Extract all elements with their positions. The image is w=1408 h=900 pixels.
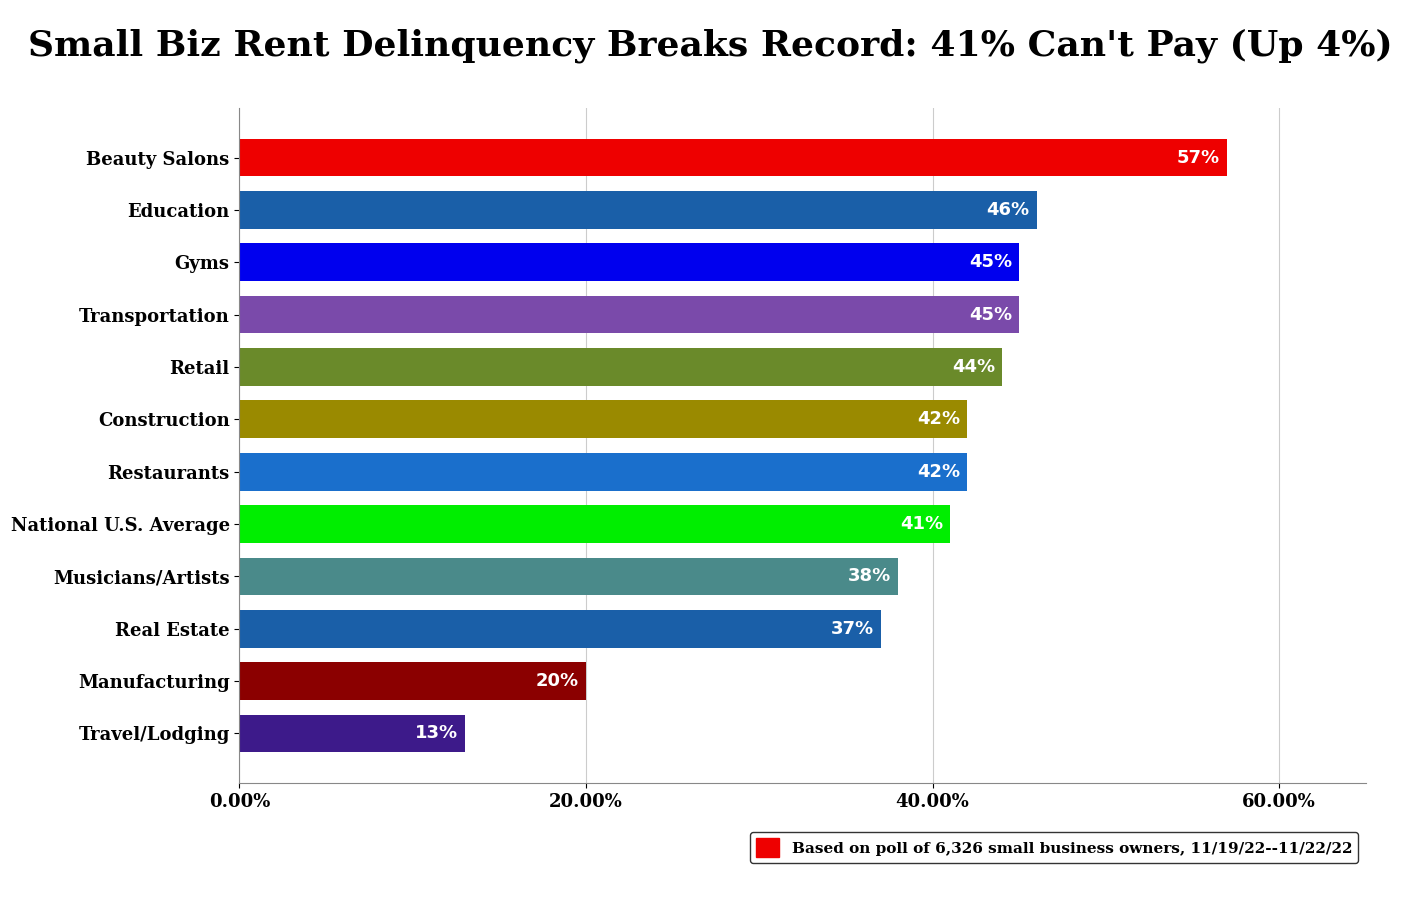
Text: 41%: 41% (900, 515, 943, 533)
Text: 37%: 37% (831, 620, 873, 638)
Text: 44%: 44% (952, 358, 995, 376)
Legend: Based on poll of 6,326 small business owners, 11/19/22--11/22/22: Based on poll of 6,326 small business ow… (750, 832, 1359, 863)
Bar (239, 296, 1019, 334)
Text: 13%: 13% (414, 724, 458, 742)
Text: 57%: 57% (1177, 148, 1221, 166)
Bar (239, 662, 586, 700)
Text: 45%: 45% (969, 253, 1012, 271)
Text: 46%: 46% (987, 201, 1029, 219)
Bar (239, 243, 1019, 281)
Text: 20%: 20% (536, 672, 579, 690)
Bar (239, 505, 950, 543)
Bar (239, 139, 1228, 176)
Bar (239, 610, 880, 648)
Bar (239, 348, 1002, 386)
Text: 42%: 42% (917, 410, 960, 428)
Bar (239, 715, 465, 752)
Text: 42%: 42% (917, 463, 960, 481)
Bar (239, 191, 1036, 229)
Text: 45%: 45% (969, 306, 1012, 324)
Text: 38%: 38% (848, 567, 891, 585)
Bar (239, 400, 967, 438)
Bar (239, 453, 967, 490)
Text: Small Biz Rent Delinquency Breaks Record: 41% Can't Pay (Up 4%): Small Biz Rent Delinquency Breaks Record… (28, 29, 1393, 63)
Bar (239, 557, 898, 595)
